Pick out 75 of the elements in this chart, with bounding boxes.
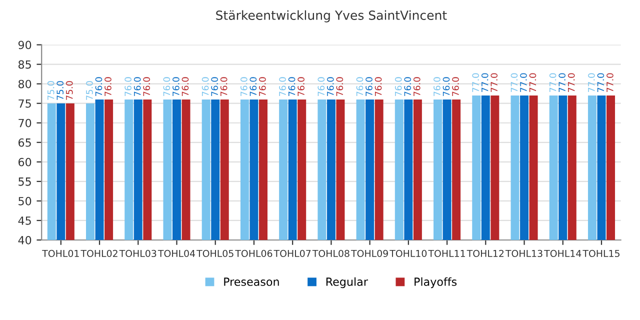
x-tick-label: TOHL05 bbox=[196, 250, 234, 258]
x-tick-label: TOHL07 bbox=[274, 250, 311, 258]
data-label: 76.0 bbox=[211, 77, 218, 96]
data-label: 76.0 bbox=[95, 77, 102, 96]
data-label: 76.0 bbox=[434, 77, 440, 96]
y-tick-label: 55 bbox=[18, 178, 31, 186]
data-label: 76.0 bbox=[250, 77, 257, 96]
data-label: 76.0 bbox=[279, 77, 286, 96]
data-label: 76.0 bbox=[374, 77, 382, 96]
data-label: 76.0 bbox=[326, 77, 334, 96]
data-label: 76.0 bbox=[143, 77, 150, 96]
x-tick-label: TOHL03 bbox=[119, 250, 156, 258]
y-tick-label: 70 bbox=[18, 118, 32, 128]
data-label: 77.0 bbox=[481, 73, 488, 92]
legend-label: Regular bbox=[326, 277, 368, 288]
data-label: 75.0 bbox=[47, 81, 54, 100]
data-label: 76.0 bbox=[220, 77, 228, 96]
data-label: 77.0 bbox=[558, 73, 566, 92]
data-label: 76.0 bbox=[356, 77, 364, 96]
y-tick-label: 60 bbox=[18, 158, 32, 166]
data-label: 77.0 bbox=[472, 73, 480, 92]
x-tick-label: TOHL02 bbox=[80, 250, 118, 258]
data-label: 76.0 bbox=[452, 77, 459, 96]
data-label: 76.0 bbox=[163, 77, 170, 96]
y-tick-label: 45 bbox=[18, 216, 31, 225]
data-label: 76.0 bbox=[336, 77, 344, 96]
x-tick-label: TOHL01 bbox=[42, 250, 79, 258]
data-label: 76.0 bbox=[124, 77, 132, 96]
y-tick-label: 80 bbox=[18, 80, 32, 88]
data-label: 75.0 bbox=[86, 81, 93, 100]
data-label: 76.0 bbox=[134, 77, 141, 96]
x-tick-label: TOHL11 bbox=[428, 250, 465, 258]
data-label: 76.0 bbox=[394, 77, 402, 96]
x-tick-label: TOHL12 bbox=[466, 250, 504, 258]
data-label: 77.0 bbox=[510, 73, 518, 92]
data-label: 76.0 bbox=[240, 77, 248, 96]
y-tick-label: 85 bbox=[18, 60, 31, 69]
data-label: 76.0 bbox=[259, 77, 266, 96]
data-label: 77.0 bbox=[568, 73, 575, 92]
data-label: 77.0 bbox=[606, 73, 614, 92]
data-label: 77.0 bbox=[588, 73, 595, 92]
x-tick-label: TOHL09 bbox=[350, 250, 388, 258]
data-label: 77.0 bbox=[520, 73, 527, 92]
data-label: 76.0 bbox=[182, 77, 189, 96]
data-label: 76.0 bbox=[298, 77, 304, 96]
y-tick-label: 65 bbox=[18, 138, 31, 147]
x-tick-label: TOHL10 bbox=[390, 250, 427, 258]
chart-title: Stärkeentwicklung Yves SaintVincent bbox=[216, 10, 447, 22]
x-tick-label: TOHL13 bbox=[505, 250, 542, 258]
data-label: 77.0 bbox=[490, 73, 498, 92]
x-tick-label: TOHL04 bbox=[158, 250, 196, 258]
y-tick-label: 90 bbox=[18, 40, 32, 50]
y-tick-label: 40 bbox=[18, 236, 32, 244]
data-label: 76.0 bbox=[413, 77, 420, 96]
x-tick-label: TOHL08 bbox=[312, 250, 350, 258]
x-tick-label: TOHL06 bbox=[235, 250, 272, 258]
data-label: 75.0 bbox=[56, 81, 64, 100]
data-label: 76.0 bbox=[318, 77, 325, 96]
y-tick-label: 75 bbox=[18, 99, 31, 108]
data-label: 77.0 bbox=[549, 73, 556, 92]
data-label: 76.0 bbox=[104, 77, 112, 96]
data-label: 76.0 bbox=[404, 77, 412, 96]
data-label: 76.0 bbox=[366, 77, 372, 96]
y-tick-label: 50 bbox=[18, 196, 32, 206]
legend-label: Preseason bbox=[224, 278, 279, 286]
data-label: 76.0 bbox=[288, 77, 296, 96]
data-label: 76.0 bbox=[442, 77, 450, 96]
x-tick-label: TOHL15 bbox=[582, 250, 620, 258]
x-tick-label: TOHL14 bbox=[544, 250, 582, 258]
data-label: 76.0 bbox=[172, 77, 180, 96]
data-label: 75.0 bbox=[66, 81, 73, 100]
legend-label: Playoffs bbox=[414, 277, 457, 288]
data-label: 77.0 bbox=[597, 73, 604, 92]
data-label: 77.0 bbox=[529, 73, 536, 92]
data-label: 76.0 bbox=[202, 77, 209, 96]
